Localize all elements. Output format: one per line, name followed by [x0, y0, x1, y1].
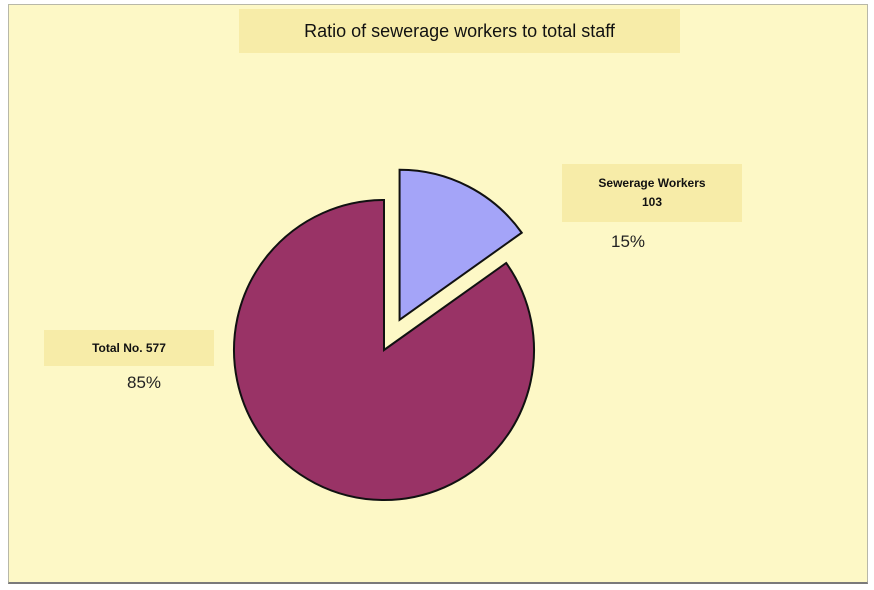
slice-percent-sewerage: 15%: [611, 232, 646, 251]
title-background: [239, 9, 680, 53]
slice-percent-total: 85%: [127, 373, 162, 392]
slice-label-sewerage-name: Sewerage Workers: [598, 176, 706, 190]
slice-label-total-text: Total No. 577: [92, 340, 166, 355]
chart-frame: [8, 4, 868, 584]
pie-slice-total-staff: [233, 198, 535, 501]
label-background-sewerage: [562, 164, 742, 222]
pie-slice-sewerage-workers: [398, 168, 524, 322]
slice-label-sewerage: Sewerage Workers 103: [562, 164, 742, 222]
slice-label-total: Total No. 577: [44, 330, 214, 366]
label-background-total: [44, 330, 214, 366]
chart-title: Ratio of sewerage workers to total staff: [304, 20, 615, 41]
slice-label-sewerage-value: 103: [641, 195, 663, 209]
